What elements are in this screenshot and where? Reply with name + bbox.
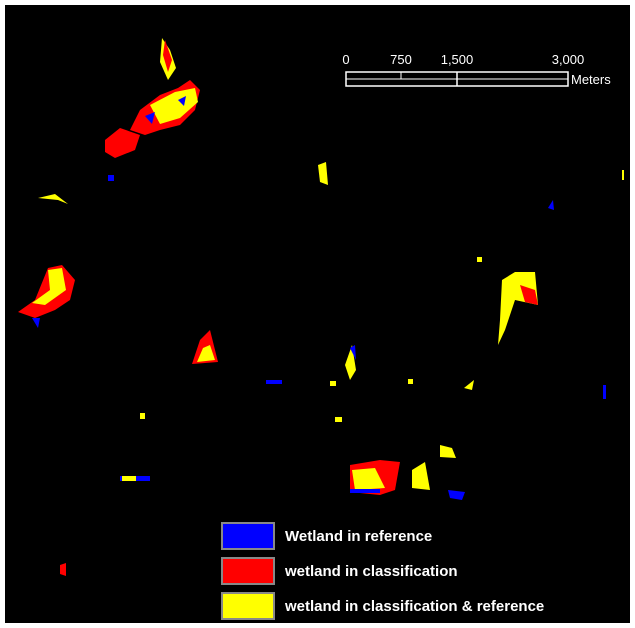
scale-unit: Meters — [571, 72, 611, 87]
patch — [603, 385, 606, 399]
page: {"scale_bar": {"ticks": ["0", "750", "1,… — [0, 0, 635, 628]
patch — [140, 413, 145, 419]
patch — [335, 417, 342, 422]
patch — [122, 476, 136, 481]
patch — [108, 175, 114, 181]
patch — [408, 379, 413, 384]
scale-label: 1,500 — [441, 52, 474, 67]
scale-label: 750 — [390, 52, 412, 67]
map: 0 750 1,500 3,000 Meters Wetland in refe… — [0, 0, 635, 628]
scale-label: 0 — [342, 52, 349, 67]
legend-swatch — [222, 593, 274, 619]
legend-swatch — [222, 558, 274, 584]
patch — [350, 489, 380, 493]
patch — [266, 380, 282, 384]
patch — [330, 381, 336, 386]
scale-label: 3,000 — [552, 52, 585, 67]
patch — [622, 170, 624, 180]
patch — [477, 257, 482, 262]
legend-swatch — [222, 523, 274, 549]
legend-label: Wetland in reference — [285, 528, 432, 545]
legend-label: wetland in classification — [284, 563, 458, 580]
legend-label: wetland in classification & reference — [284, 598, 544, 615]
patch — [60, 563, 66, 576]
